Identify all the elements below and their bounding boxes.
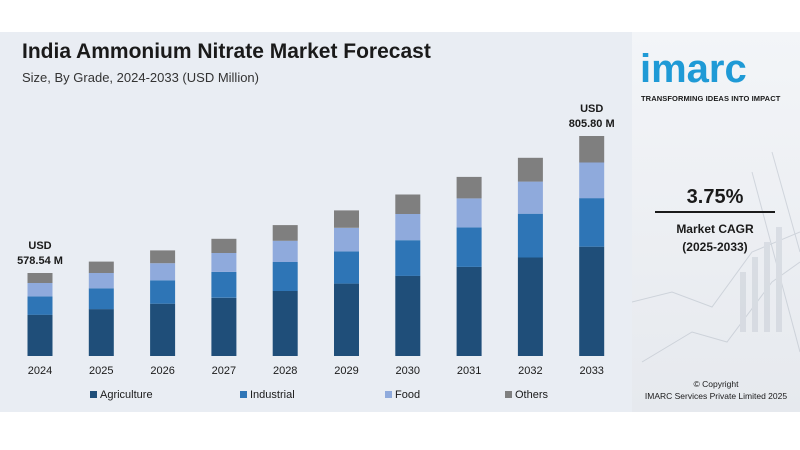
- bar-segment-industrial-2029: [334, 251, 359, 284]
- x-tick-label: 2030: [396, 365, 420, 377]
- bar-segment-agriculture-2032: [517, 257, 543, 356]
- bar-segment-agriculture-2024: [27, 314, 53, 356]
- bar-segment-agriculture-2026: [150, 303, 176, 356]
- value-annotation-amount: 805.80 M: [569, 118, 615, 130]
- bar-segment-others-2027: [211, 238, 237, 253]
- bar-segment-industrial-2030: [395, 240, 421, 276]
- legend-swatch-others: [505, 391, 512, 398]
- bar-segment-agriculture-2031: [456, 266, 482, 356]
- bar-segment-food-2029: [334, 227, 359, 252]
- legend-label-industrial: Industrial: [250, 389, 295, 401]
- x-tick-label: 2026: [150, 365, 174, 377]
- bar-segment-food-2024: [27, 283, 53, 297]
- bar-segment-food-2028: [272, 240, 298, 262]
- x-tick-label: 2027: [212, 365, 236, 377]
- legend-label-food: Food: [395, 389, 420, 401]
- bar-segment-agriculture-2030: [395, 275, 421, 356]
- legend-label-others: Others: [515, 389, 549, 401]
- bar-segment-food-2027: [211, 252, 237, 272]
- chart-title: India Ammonium Nitrate Market Forecast: [22, 40, 431, 63]
- x-tick-label: 2032: [518, 365, 542, 377]
- legend-label-agriculture: Agriculture: [100, 389, 153, 401]
- bar-segment-agriculture-2027: [211, 297, 237, 356]
- bar-segment-industrial-2027: [211, 271, 237, 298]
- bar-segment-others-2031: [456, 176, 482, 199]
- value-annotation-currency: USD: [580, 103, 603, 115]
- bar-segment-food-2032: [517, 181, 543, 214]
- value-annotation-currency: USD: [28, 240, 51, 252]
- cagr-label: Market CAGR: [676, 222, 754, 236]
- bar-segment-food-2030: [395, 214, 421, 241]
- bar-segment-agriculture-2033: [579, 246, 605, 356]
- bar-segment-others-2033: [579, 136, 605, 163]
- bar-segment-food-2026: [150, 263, 176, 281]
- imarc-logo: imarc: [640, 50, 747, 88]
- bar-segment-industrial-2032: [517, 213, 543, 258]
- bar-segment-agriculture-2029: [334, 283, 359, 356]
- bar-segment-industrial-2026: [150, 280, 176, 304]
- bar-segment-industrial-2033: [579, 198, 605, 247]
- value-annotation-amount: 578.54 M: [17, 255, 63, 267]
- x-tick-label: 2033: [579, 365, 603, 377]
- copyright-line-1: © Copyright: [693, 379, 739, 389]
- x-tick-label: 2031: [457, 365, 481, 377]
- bar-segment-agriculture-2028: [272, 290, 298, 356]
- bar-segment-others-2026: [150, 250, 176, 264]
- bar-segment-food-2033: [579, 162, 605, 199]
- legend-swatch-food: [385, 391, 392, 398]
- cagr-value: 3.75%: [686, 186, 744, 208]
- bar-segment-others-2028: [272, 225, 298, 241]
- decorative-background-graphic: [632, 151, 800, 363]
- x-tick-label: 2028: [273, 365, 297, 377]
- x-tick-label: 2025: [89, 365, 113, 377]
- bar-segment-industrial-2025: [88, 288, 114, 310]
- stacked-bar-chart: 2024 2025 2026 2027 2028 2029 2030 2031 2032 2033…: [17, 103, 615, 401]
- copyright-notice: © Copyright IMARC Services Private Limit…: [636, 378, 796, 402]
- x-tick-label: 2024: [28, 365, 52, 377]
- bar-segment-industrial-2024: [27, 296, 53, 315]
- legend-swatch-agriculture: [90, 391, 97, 398]
- logo-wordmark: imarc: [640, 50, 747, 88]
- chart-subtitle: Size, By Grade, 2024-2033 (USD Million): [22, 70, 259, 85]
- bar-segment-food-2031: [456, 198, 482, 228]
- x-tick-label: 2029: [334, 365, 358, 377]
- bar-segment-food-2025: [88, 273, 114, 289]
- brand-side-panel: [632, 32, 800, 412]
- bar-segment-agriculture-2025: [88, 309, 114, 356]
- brand-tagline: TRANSFORMING IDEAS INTO IMPACT: [641, 94, 781, 103]
- bar-segment-others-2029: [334, 210, 359, 228]
- legend-swatch-industrial: [240, 391, 247, 398]
- copyright-line-2: IMARC Services Private Limited 2025: [644, 391, 788, 401]
- bar-segment-industrial-2031: [456, 227, 482, 267]
- bar-segment-others-2032: [517, 157, 543, 182]
- bar-segment-others-2025: [88, 261, 114, 273]
- bar-segment-industrial-2028: [272, 262, 298, 291]
- cagr-divider: [655, 211, 775, 213]
- bar-segment-others-2024: [27, 273, 53, 283]
- cagr-period: (2025-2033): [682, 240, 748, 254]
- bar-segment-others-2030: [395, 194, 421, 214]
